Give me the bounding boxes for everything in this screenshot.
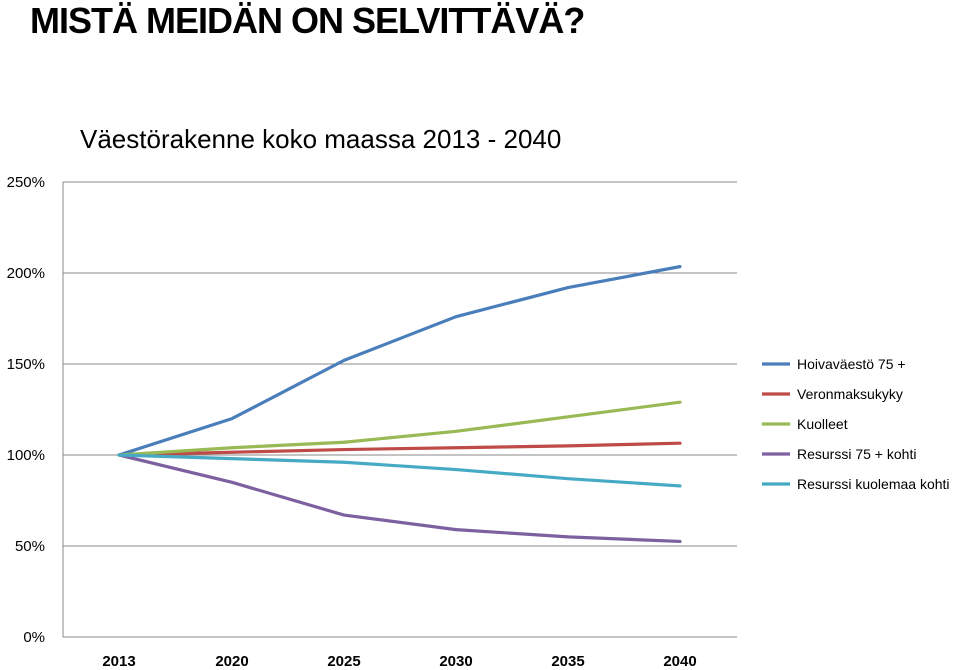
y-tick-label: 0%	[23, 629, 45, 646]
series-line	[117, 441, 682, 457]
series-line	[117, 265, 682, 457]
series-line	[117, 400, 682, 457]
legend-label: Resurssi 75 + kohti	[797, 446, 916, 462]
x-tick-label: 2030	[439, 653, 472, 670]
chart-title: Väestörakenne koko maassa 2013 - 2040	[80, 124, 562, 154]
legend-label: Kuolleet	[797, 416, 848, 432]
x-tick-label: 2013	[102, 653, 135, 670]
y-tick-label: 100%	[7, 447, 45, 464]
y-tick-label: 200%	[7, 265, 45, 282]
legend-label: Veronmaksukyky	[797, 386, 903, 402]
y-tick-label: 150%	[7, 356, 45, 373]
legend-label: Resurssi kuolemaa kohti	[797, 476, 950, 492]
y-tick-label: 50%	[15, 538, 45, 555]
page-heading: MISTÄ MEIDÄN ON SELVITTÄVÄ?	[30, 0, 585, 41]
x-tick-label: 2040	[663, 653, 696, 670]
x-tick-label: 2035	[551, 653, 584, 670]
x-tick-label: 2025	[327, 653, 360, 670]
legend-label: Hoivaväestö 75 +	[797, 356, 906, 372]
series-line	[117, 453, 682, 544]
y-tick-label: 250%	[7, 174, 45, 191]
x-tick-label: 2020	[215, 653, 248, 670]
series-line	[117, 453, 682, 488]
